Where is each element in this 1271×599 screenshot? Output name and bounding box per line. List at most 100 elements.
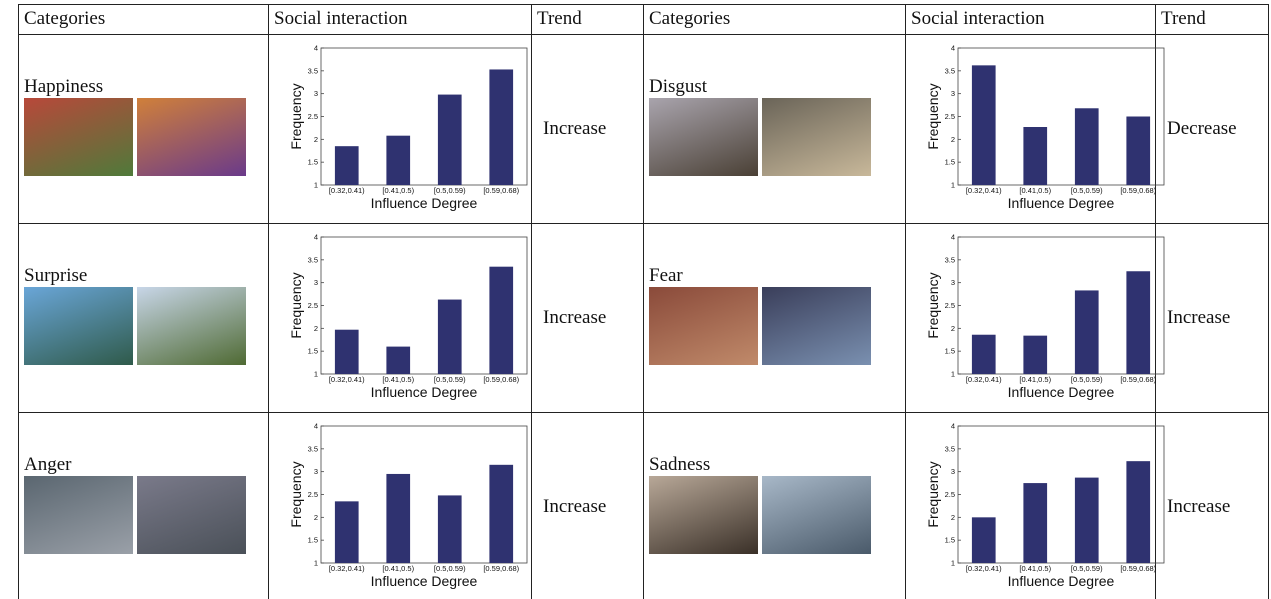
y-tick-label: 2.5: [945, 490, 955, 499]
y-tick-label: 4: [314, 422, 318, 431]
bar: [1023, 335, 1048, 374]
bar: [386, 135, 411, 185]
y-tick-label: 2: [951, 324, 955, 333]
y-tick-label: 1.5: [945, 158, 955, 167]
x-axis-label: Influence Degree: [371, 195, 478, 211]
bar: [386, 346, 411, 374]
y-tick-label: 3: [951, 89, 955, 98]
y-axis-label: Frequency: [288, 461, 304, 527]
bar: [489, 266, 514, 374]
y-axis-label: Frequency: [288, 83, 304, 149]
y-tick-label: 1.5: [308, 536, 318, 545]
category-photo: [137, 98, 246, 176]
bar: [971, 65, 996, 185]
category-label: Sadness: [649, 454, 711, 475]
trend-label: Increase: [543, 307, 607, 328]
column-header: Categories: [649, 8, 731, 29]
bar: [334, 329, 359, 374]
y-tick-label: 4: [314, 233, 318, 242]
trend-label: Increase: [1167, 496, 1231, 517]
y-tick-label: 1: [951, 181, 955, 190]
category-photo: [24, 287, 133, 365]
y-tick-label: 1.5: [308, 347, 318, 356]
bar: [1023, 483, 1048, 563]
y-tick-label: 1: [314, 181, 318, 190]
column-rule: [268, 4, 269, 599]
y-tick-label: 3: [951, 278, 955, 287]
x-tick-label: [0.41,0.5): [1019, 375, 1051, 384]
bar: [1126, 461, 1151, 563]
y-tick-label: 1: [951, 559, 955, 568]
category-photo: [762, 287, 871, 365]
row-rule: [18, 34, 1269, 35]
y-tick-label: 1.5: [308, 158, 318, 167]
x-axis-label: Influence Degree: [1008, 573, 1115, 589]
bar: [971, 334, 996, 374]
x-tick-label: [0.5,0.59): [434, 186, 466, 195]
x-tick-label: [0.41,0.5): [1019, 564, 1051, 573]
category-photo: [137, 476, 246, 554]
x-tick-label: [0.59,0.68): [1120, 564, 1156, 573]
y-tick-label: 3.5: [945, 444, 955, 453]
trend-label: Increase: [543, 118, 607, 139]
y-tick-label: 3: [314, 467, 318, 476]
x-tick-label: [0.41,0.5): [1019, 186, 1051, 195]
y-tick-label: 2.5: [945, 301, 955, 310]
x-tick-label: [0.5,0.59): [1071, 375, 1103, 384]
y-axis-label: Frequency: [288, 272, 304, 338]
y-tick-label: 2: [314, 324, 318, 333]
y-tick-label: 1: [951, 370, 955, 379]
x-tick-label: [0.59,0.68): [1120, 186, 1156, 195]
column-rule: [643, 4, 644, 599]
y-tick-label: 3.5: [308, 255, 318, 264]
x-tick-label: [0.5,0.59): [1071, 186, 1103, 195]
y-tick-label: 2.5: [945, 112, 955, 121]
y-tick-label: 2.5: [308, 301, 318, 310]
bar: [334, 501, 359, 563]
column-header: Social interaction: [911, 8, 1045, 29]
bar: [334, 146, 359, 185]
x-axis-label: Influence Degree: [1008, 384, 1115, 400]
x-axis-label: Influence Degree: [371, 573, 478, 589]
y-axis-label: Frequency: [925, 272, 941, 338]
column-header: Trend: [1161, 8, 1206, 29]
y-tick-label: 2: [314, 135, 318, 144]
bar: [386, 473, 411, 563]
y-tick-label: 1: [314, 559, 318, 568]
x-tick-label: [0.59,0.68): [1120, 375, 1156, 384]
bar-chart: 1 1.5 2 2.5 3 3.5 4 [0.32,0.41) [0.41,0.5) [0.5,0…: [925, 422, 1165, 589]
category-label: Anger: [24, 454, 72, 475]
trend-label: Increase: [543, 496, 607, 517]
y-tick-label: 1.5: [945, 347, 955, 356]
category-photo: [762, 98, 871, 176]
y-tick-label: 4: [951, 233, 955, 242]
column-rule: [905, 4, 906, 599]
category-label: Fear: [649, 265, 683, 286]
column-rule: [1268, 4, 1269, 599]
x-tick-label: [0.32,0.41): [329, 186, 365, 195]
row-rule: [18, 412, 1269, 413]
y-tick-label: 2: [951, 135, 955, 144]
y-tick-label: 1.5: [945, 536, 955, 545]
y-tick-label: 3: [314, 89, 318, 98]
trend-label: Decrease: [1167, 118, 1237, 139]
category-photo: [24, 476, 133, 554]
category-photo: [24, 98, 133, 176]
y-tick-label: 2: [314, 513, 318, 522]
category-photo: [762, 476, 871, 554]
x-tick-label: [0.5,0.59): [434, 564, 466, 573]
category-label: Happiness: [24, 76, 104, 97]
category-photo: [137, 287, 246, 365]
bar: [1126, 271, 1151, 374]
column-rule: [1155, 4, 1156, 599]
x-tick-label: [0.32,0.41): [966, 564, 1002, 573]
y-tick-label: 3: [951, 467, 955, 476]
y-axis-label: Frequency: [925, 83, 941, 149]
bar: [1126, 116, 1151, 185]
row-rule: [18, 4, 1269, 5]
x-tick-label: [0.41,0.5): [382, 375, 414, 384]
trend-label: Increase: [1167, 307, 1231, 328]
x-tick-label: [0.32,0.41): [966, 375, 1002, 384]
bar: [437, 94, 462, 185]
